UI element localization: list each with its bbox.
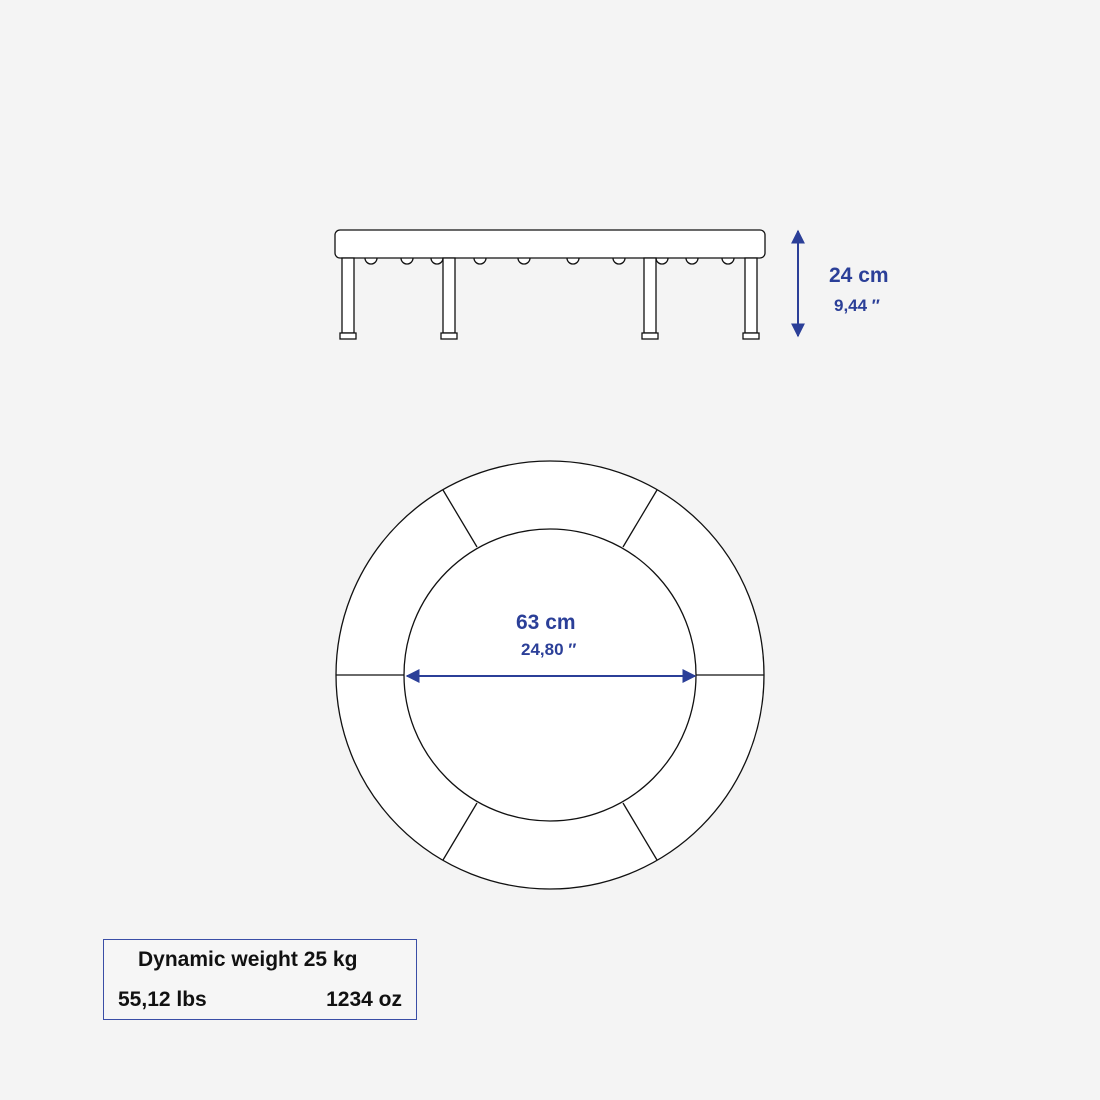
height-cm-label: 24 cm [829, 264, 889, 287]
diameter-cm-label: 63 cm [516, 611, 576, 634]
weight-info-box: Dynamic weight 25 kg 55,12 lbs 1234 oz [103, 939, 417, 1020]
side-view-trampoline [334, 229, 766, 340]
weight-lbs: 55,12 lbs [118, 988, 207, 1011]
side-view-legs [339, 257, 760, 340]
side-view-hooks [364, 257, 735, 265]
weight-oz: 1234 oz [326, 988, 402, 1011]
diameter-inch-label: 24,80 ″ [521, 640, 577, 659]
side-view-pad [334, 229, 766, 259]
height-inch-label: 9,44 ″ [834, 296, 880, 315]
dynamic-weight-title: Dynamic weight 25 kg [138, 948, 358, 971]
